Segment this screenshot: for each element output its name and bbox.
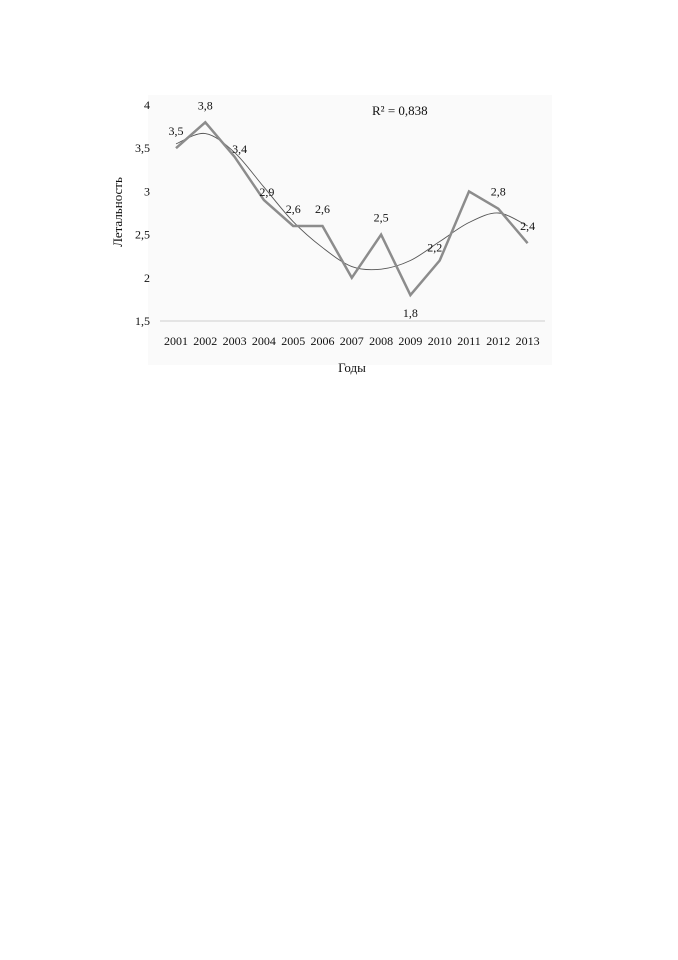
x-tick-label: 2008: [369, 334, 393, 348]
data-label: 2,5: [374, 211, 389, 225]
data-label: 2,6: [286, 202, 301, 216]
data-labels: 3,5 3,8 3,4 2,9 2,6 2,6 2,5 1,8 2,2 2,8 2,4: [169, 98, 536, 320]
chart-area: [148, 95, 552, 365]
x-tick-label: 2009: [398, 334, 422, 348]
data-label: 3,8: [198, 98, 213, 112]
x-tick-label: 2005: [281, 334, 305, 348]
y-tick-label: 1,5: [135, 314, 150, 328]
data-label: 2,9: [259, 185, 274, 199]
trendline: [175, 133, 528, 271]
r-squared-annotation: R² = 0,838: [372, 103, 428, 118]
x-tick-label: 2006: [311, 334, 335, 348]
data-label: 1,8: [403, 306, 418, 320]
x-axis-title: Годы: [338, 360, 366, 375]
x-tick-label: 2002: [193, 334, 217, 348]
data-label: 2,2: [427, 241, 442, 255]
x-tick-label: 2010: [428, 334, 452, 348]
data-label: 2,6: [315, 202, 330, 216]
y-tick-label: 3,5: [135, 141, 150, 155]
x-tick-label: 2003: [223, 334, 247, 348]
x-axis-ticks: 2001 2002 2003 2004 2005 2006 2007 2008 2009 2010…: [164, 334, 540, 348]
y-tick-label: 3: [144, 184, 150, 198]
data-label: 2,4: [520, 219, 535, 233]
data-label: 3,4: [232, 142, 247, 156]
x-tick-label: 2007: [340, 334, 364, 348]
data-label: 3,5: [169, 124, 184, 138]
data-label: 2,8: [491, 185, 506, 199]
y-tick-label: 2,5: [135, 228, 150, 242]
y-axis-ticks: 1,5 2 2,5 3 3,5 4: [135, 98, 150, 328]
y-tick-label: 2: [144, 271, 150, 285]
y-axis-title: Летальность: [110, 177, 125, 247]
x-tick-label: 2011: [457, 334, 481, 348]
x-tick-label: 2012: [486, 334, 510, 348]
x-tick-label: 2001: [164, 334, 188, 348]
series-line: [175, 120, 529, 298]
x-tick-label: 2004: [252, 334, 276, 348]
x-tick-label: 2013: [516, 334, 540, 348]
y-tick-label: 4: [144, 98, 150, 112]
